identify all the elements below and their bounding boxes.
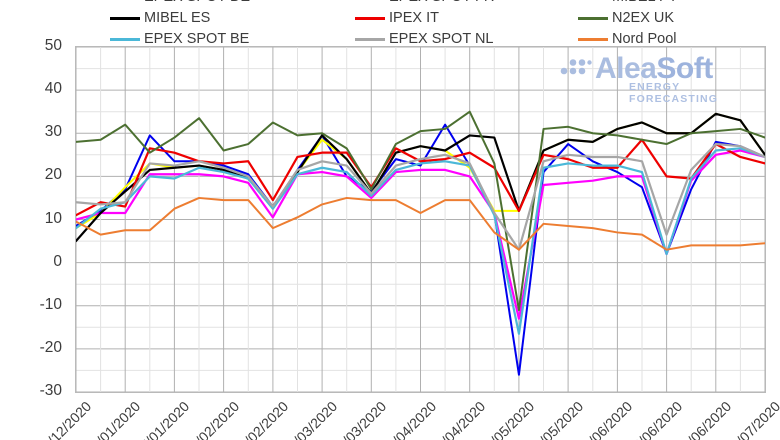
legend-item-n2ex-uk[interactable]: N2EX UK: [578, 9, 674, 27]
x-tick-label: 20/04/2020: [427, 398, 489, 440]
legend-item-nord-pool[interactable]: Nord Pool: [578, 30, 676, 48]
x-tick-label: 10/02/2020: [181, 398, 242, 440]
legend-label: N2EX UK: [612, 10, 675, 26]
legend-swatch-icon: [578, 37, 608, 41]
x-tick-label: 04/05/2020: [476, 398, 538, 440]
y-tick-label: 30: [44, 123, 62, 141]
x-tick-label: 29/06/2020: [673, 398, 735, 440]
chart-legend: EPEX SPOT DE EPEX SPOT FR MIBEL PT MIBEL ES…: [0, 0, 780, 50]
y-tick-label: 10: [44, 209, 62, 227]
legend-label: MIBEL ES: [144, 10, 211, 26]
y-tick-label: -20: [39, 338, 62, 356]
legend-label: EPEX SPOT DE: [144, 0, 250, 6]
x-tick-label: 09/03/2020: [279, 398, 341, 440]
legend-item-epex-spot-de[interactable]: EPEX SPOT DE: [110, 0, 250, 6]
legend-item-epex-spot-be[interactable]: EPEX SPOT BE: [110, 30, 249, 48]
x-tick-label: 18/05/2020: [525, 398, 587, 440]
legend-item-ipex-it[interactable]: IPEX IT: [355, 9, 439, 27]
y-tick-label: -10: [39, 295, 62, 313]
series-line-epex-spot-de: [76, 123, 765, 376]
legend-label: EPEX SPOT BE: [144, 31, 250, 47]
legend-item-epex-spot-fr[interactable]: EPEX SPOT FR: [355, 0, 494, 6]
x-tick-label: 13/01/2020: [82, 398, 144, 440]
y-tick-label: 40: [44, 80, 62, 98]
legend-label: MIBEL PT: [612, 0, 678, 6]
x-tick-label: 24/02/2020: [230, 398, 292, 440]
legend-swatch-icon: [110, 37, 140, 41]
legend-swatch-icon: [355, 16, 385, 20]
series-line-epex-spot-be: [76, 147, 765, 335]
legend-label: Nord Pool: [612, 31, 677, 47]
x-tick-label: 06/04/2020: [377, 398, 439, 440]
x-tick-label: 30/12/2020: [33, 398, 95, 440]
x-tick-label: 01/06/2020: [574, 398, 636, 440]
y-axis: -30 -20 -10 0 10 20 30 40 50: [0, 0, 70, 440]
y-tick-label: -30: [39, 382, 62, 399]
legend-swatch-icon: [578, 16, 608, 20]
x-tick-label: 23/03/2020: [328, 398, 390, 440]
y-tick-label: 0: [53, 252, 62, 270]
y-tick-label: 20: [44, 166, 62, 184]
plot-area: [75, 46, 766, 393]
x-axis: 30/12/2020 13/01/2020 27/01/2020 10/02/2020…: [0, 394, 780, 440]
legend-label: IPEX IT: [389, 10, 439, 26]
legend-item-mibel-es[interactable]: MIBEL ES: [110, 9, 210, 27]
legend-label: EPEX SPOT NL: [389, 31, 494, 47]
legend-swatch-icon: [355, 37, 385, 41]
legend-swatch-icon: [110, 16, 140, 20]
legend-item-epex-spot-nl[interactable]: EPEX SPOT NL: [355, 30, 494, 48]
legend-label: EPEX SPOT FR: [389, 0, 494, 6]
y-tick-label: 50: [44, 37, 62, 54]
series-line-mibel-es: [76, 112, 765, 243]
legend-item-mibel-pt[interactable]: MIBEL PT: [578, 0, 678, 6]
series-canvas: [76, 47, 765, 392]
x-tick-label: 27/01/2020: [131, 398, 193, 440]
x-tick-label: 15/06/2020: [624, 398, 685, 440]
series-line-n2ex-uk: [76, 110, 765, 312]
x-tick-label: 13/07/2020: [722, 398, 780, 440]
series-line-epex-spot-nl: [76, 142, 765, 251]
series-line-nord-pool: [76, 196, 765, 251]
series-line-ipex-it: [76, 138, 765, 217]
